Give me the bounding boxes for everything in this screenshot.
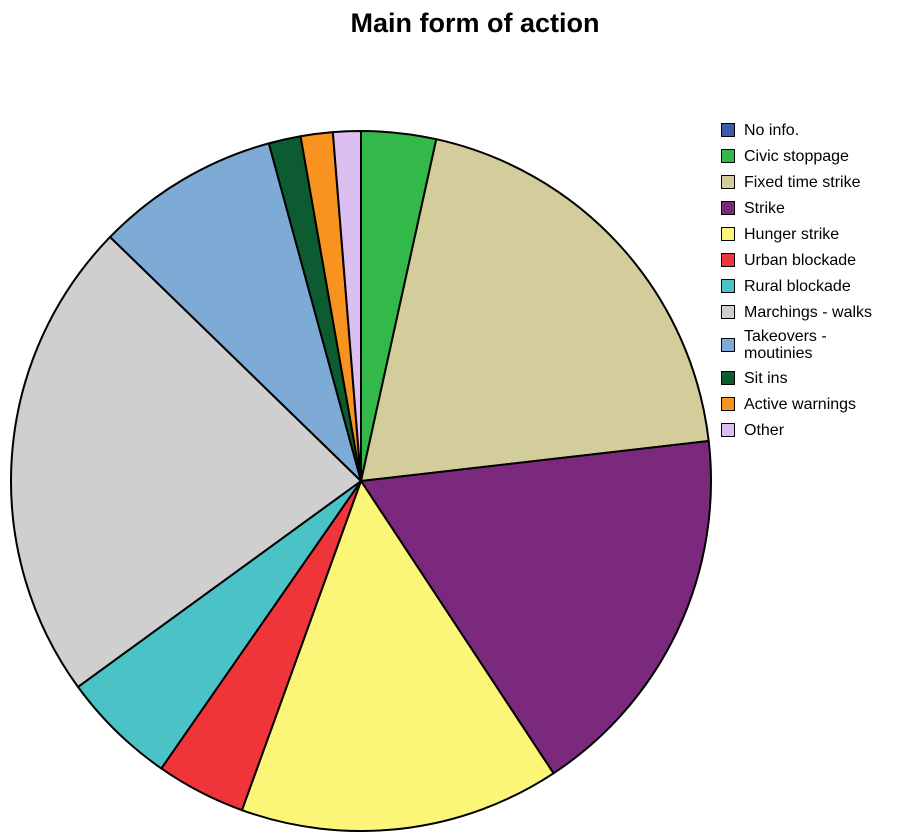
legend-label: Fixed time strike — [744, 173, 861, 191]
legend-item: Marchings - walks — [721, 299, 916, 325]
legend-swatch — [721, 397, 735, 411]
legend-swatch — [721, 227, 735, 241]
legend-swatch — [721, 149, 735, 163]
pie-slice-other — [331, 129, 362, 482]
legend-label: Hunger strike — [744, 225, 840, 243]
pie-slice-hunger-strike — [240, 480, 555, 832]
legend-label: Marchings - walks — [744, 303, 873, 321]
legend-swatch — [721, 371, 735, 385]
legend-label: Other — [744, 421, 785, 439]
legend-label: Active warnings — [744, 395, 857, 413]
legend-item: No info. — [721, 117, 916, 143]
legend-item: Other — [721, 417, 916, 443]
legend-label: Rural blockade — [744, 277, 851, 295]
legend-swatch — [721, 253, 735, 267]
legend-swatch — [721, 175, 735, 189]
legend-swatch — [721, 305, 735, 319]
legend-item: Takeovers - moutinies — [721, 325, 916, 365]
legend: No info. Civic stoppage Fixed time strike S… — [721, 117, 916, 443]
legend-label: Strike — [744, 199, 785, 217]
pie-slice-fixed-time-strike — [360, 138, 710, 482]
pie-slice-strike — [360, 439, 712, 775]
legend-swatch — [721, 279, 735, 293]
legend-item: Strike — [721, 195, 916, 221]
legend-swatch — [721, 123, 735, 137]
legend-item: Civic stoppage — [721, 143, 916, 169]
legend-item: Active warnings — [721, 391, 916, 417]
legend-label: Civic stoppage — [744, 147, 849, 165]
legend-item: Rural blockade — [721, 273, 916, 299]
pie-slice-marchings-walks — [10, 235, 362, 688]
legend-swatch — [721, 423, 735, 437]
legend-label: Sit ins — [744, 369, 788, 387]
pie-slice-takeovers-moutinies — [109, 142, 362, 482]
legend-label: Urban blockade — [744, 251, 857, 269]
legend-item: Fixed time strike — [721, 169, 916, 195]
legend-swatch — [721, 338, 735, 352]
legend-item: Hunger strike — [721, 221, 916, 247]
legend-swatch — [721, 201, 735, 215]
legend-item: Urban blockade — [721, 247, 916, 273]
legend-label: Takeovers - moutinies — [744, 328, 827, 362]
legend-item: Sit ins — [721, 365, 916, 391]
chart-title: Main form of action — [350, 8, 600, 38]
legend-label: No info. — [744, 121, 800, 139]
